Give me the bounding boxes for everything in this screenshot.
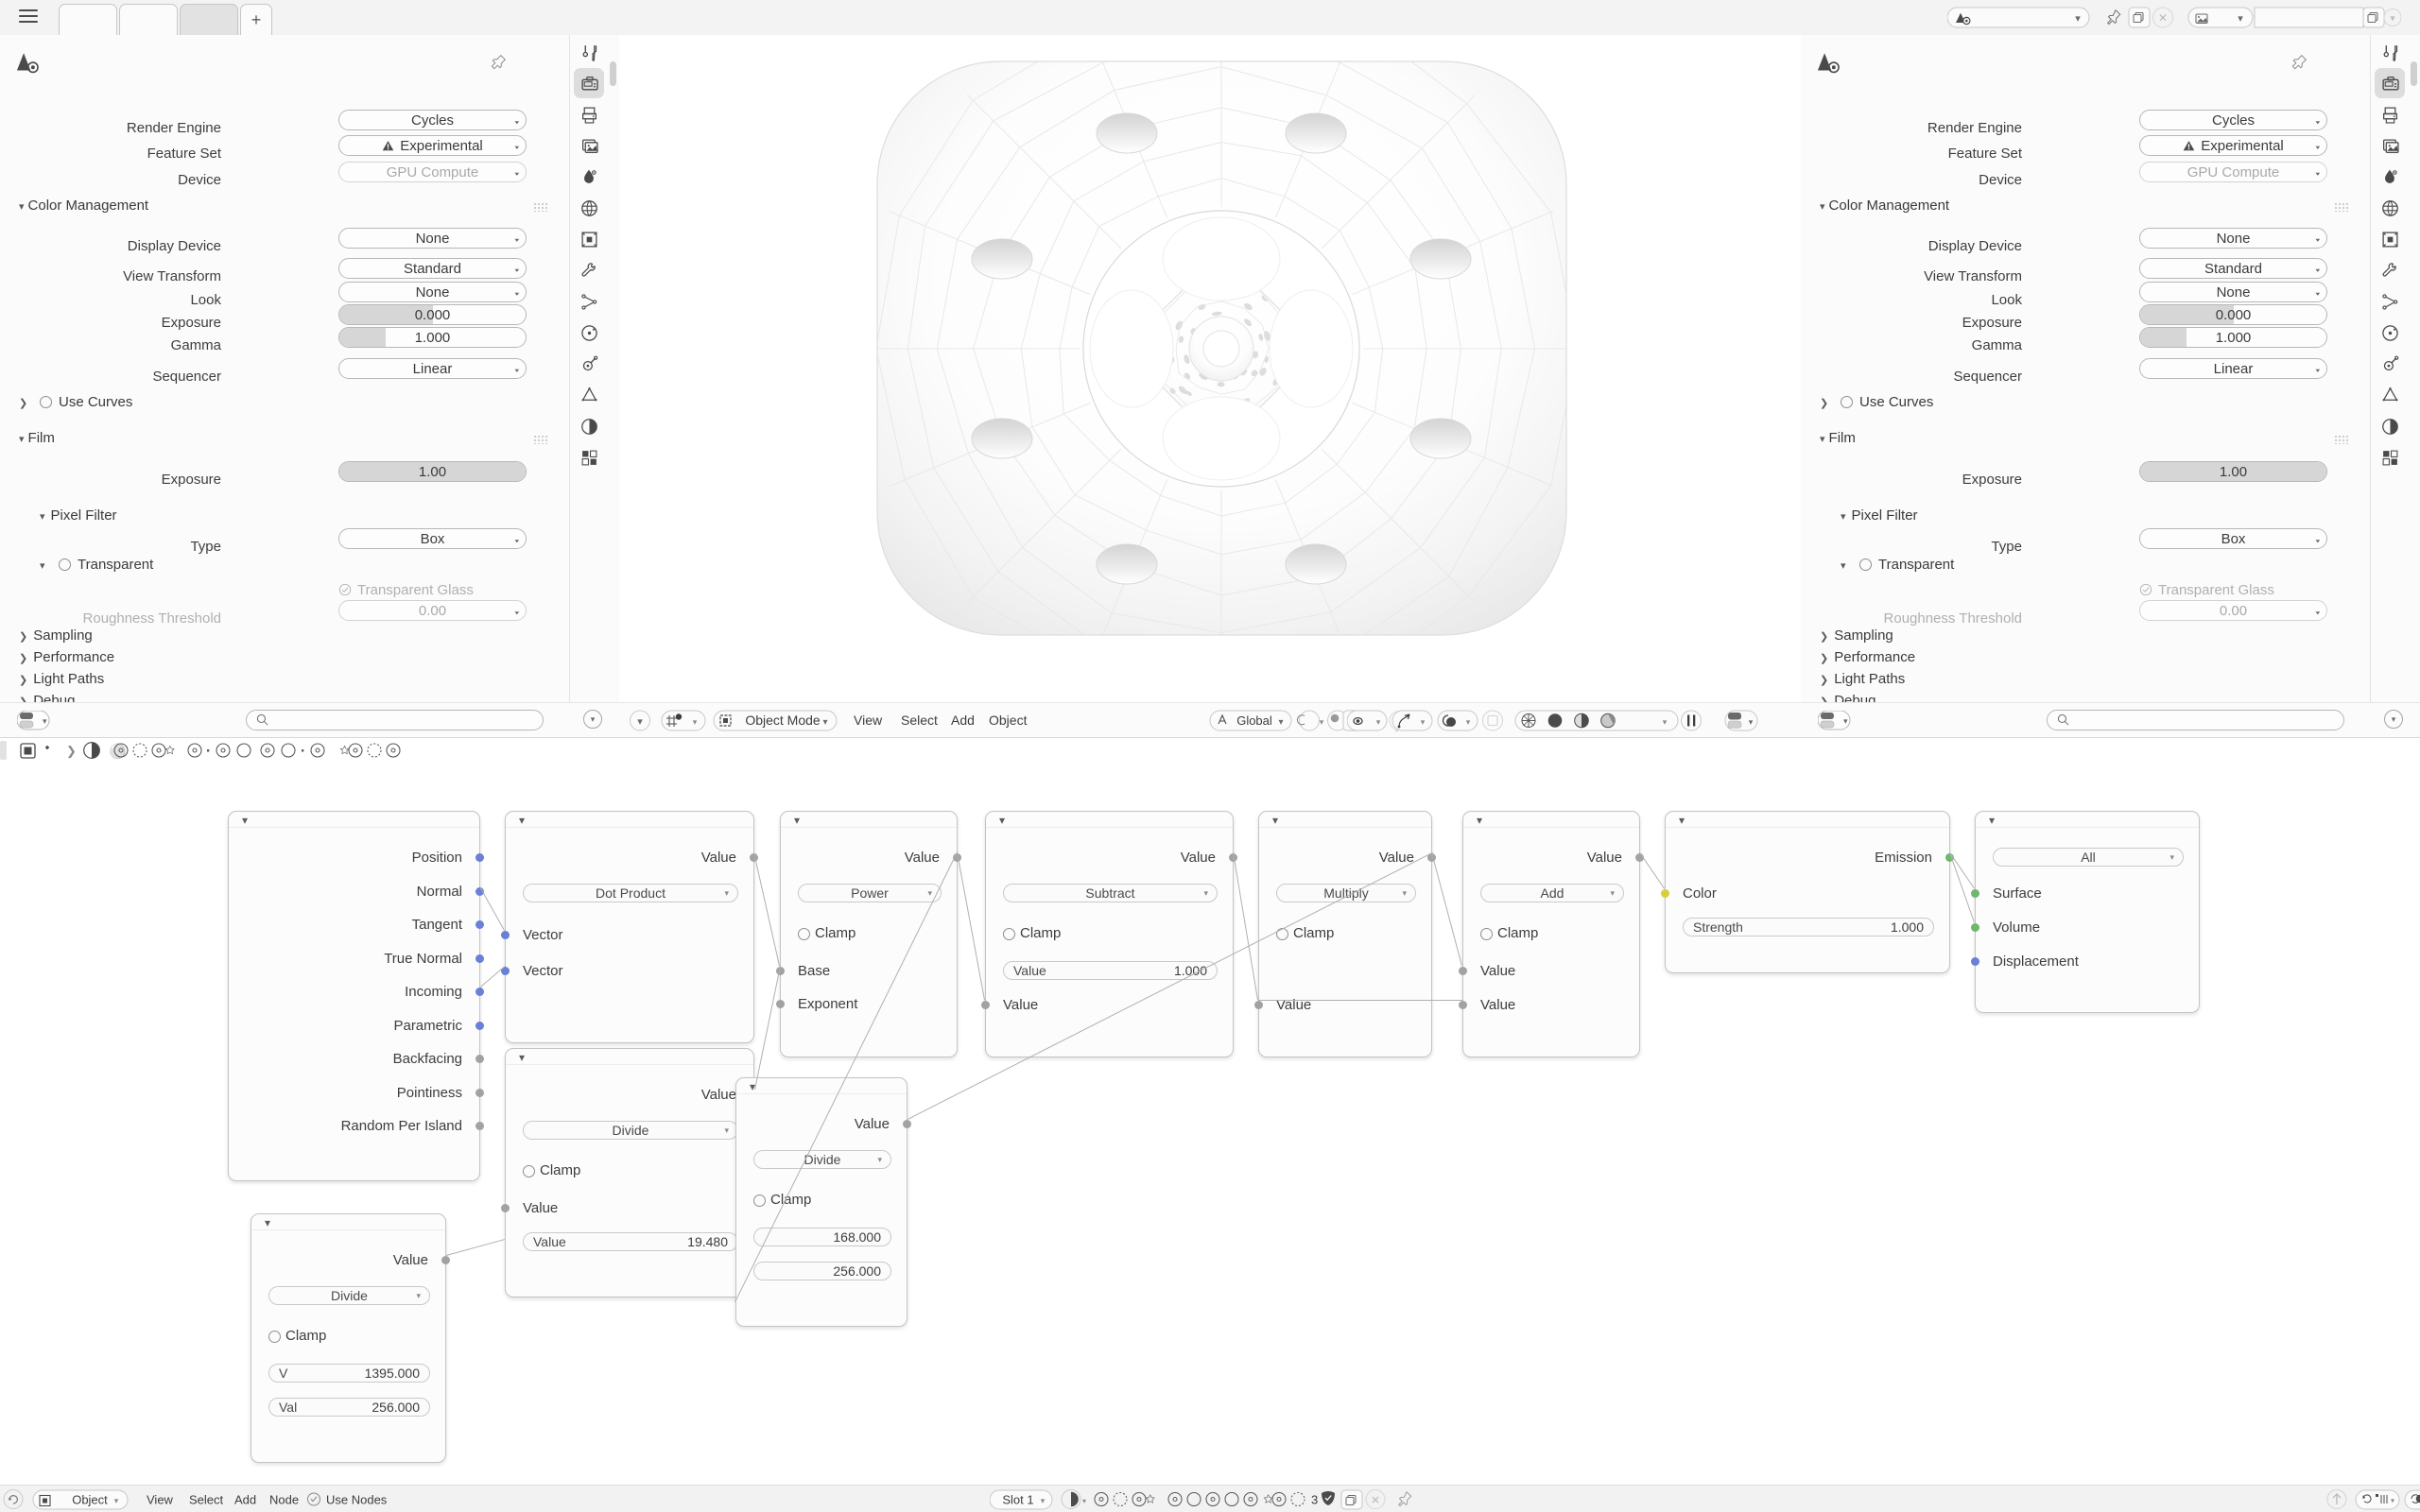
svg-text:▾: ▾ [637, 716, 643, 728]
svg-text:3: 3 [1311, 1493, 1318, 1507]
svg-text:✕: ✕ [2158, 11, 2168, 25]
svg-text:Add: Add [951, 713, 975, 728]
svg-text:▾: ▾ [1843, 716, 1848, 726]
svg-text:▾: ▾ [43, 716, 47, 726]
svg-text:Object: Object [989, 713, 1028, 728]
svg-text:✕: ✕ [1371, 1494, 1380, 1507]
svg-text:Node: Node [269, 1493, 299, 1507]
svg-text:Object: Object [72, 1493, 108, 1507]
svg-text:▾: ▾ [1082, 1497, 1086, 1505]
svg-text:▾: ▾ [1376, 717, 1381, 727]
svg-text:Add: Add [234, 1493, 256, 1507]
svg-text:▾: ▾ [1663, 717, 1668, 727]
svg-text:Object Mode: Object Mode [745, 713, 821, 728]
svg-text:▾: ▾ [822, 717, 827, 728]
svg-text:▾: ▾ [1421, 717, 1426, 727]
svg-text:Select: Select [901, 713, 938, 728]
svg-text:▾: ▾ [2238, 13, 2243, 25]
svg-text:▾: ▾ [2391, 1497, 2394, 1505]
svg-text:▾: ▾ [2075, 13, 2081, 25]
svg-text:Global: Global [1236, 713, 1272, 728]
svg-text:❯: ❯ [66, 744, 77, 759]
svg-text:Slot 1: Slot 1 [1002, 1493, 1033, 1507]
svg-text:▾: ▾ [114, 1496, 119, 1505]
svg-text:▾: ▾ [1041, 1496, 1046, 1505]
svg-text:▾: ▾ [1466, 717, 1471, 727]
svg-text:Select: Select [189, 1493, 224, 1507]
svg-text:▾: ▾ [2390, 14, 2394, 25]
svg-text:▾: ▾ [1320, 717, 1324, 727]
svg-text:View: View [854, 713, 883, 728]
svg-text:▾: ▾ [1278, 717, 1283, 728]
svg-text:Use Nodes: Use Nodes [326, 1493, 388, 1507]
svg-text:·: · [301, 743, 304, 757]
svg-text:View: View [147, 1493, 174, 1507]
svg-text:▾: ▾ [693, 717, 698, 727]
svg-text:·: · [206, 743, 210, 757]
svg-text:▾: ▾ [1749, 717, 1754, 727]
